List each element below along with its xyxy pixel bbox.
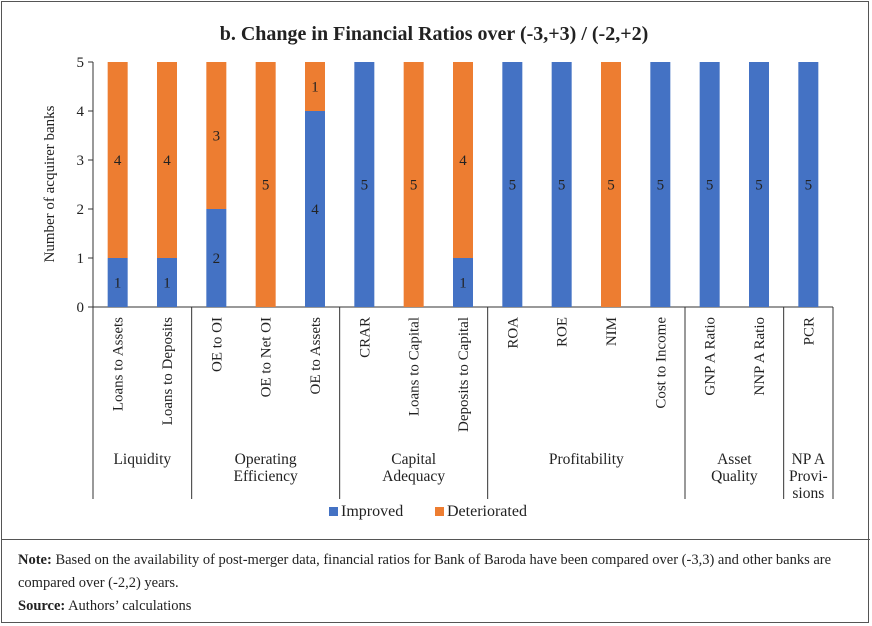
data-label-improved: 5 <box>657 178 665 194</box>
data-label-deteriorated: 4 <box>163 153 171 169</box>
category-label: ROA <box>505 317 521 349</box>
source-line: Source: Authors’ calculations <box>18 595 858 618</box>
bar-improved <box>453 258 473 307</box>
y-axis-label: Number of acquirer banks <box>42 105 58 262</box>
bar-improved <box>157 258 177 307</box>
data-label-deteriorated: 5 <box>607 178 615 194</box>
y-tick-label: 5 <box>77 55 85 71</box>
category-label: Loans to Deposits <box>160 317 176 425</box>
legend-label-deteriorated: Deteriorated <box>447 503 527 520</box>
bar-improved <box>305 111 325 307</box>
note-line: Note: Based on the availability of post-… <box>18 549 858 595</box>
data-label-improved: 5 <box>558 178 566 194</box>
bar-improved <box>749 62 769 307</box>
group-label: Capital <box>391 451 436 468</box>
figure-notes: Note: Based on the availability of post-… <box>18 549 858 618</box>
category-label: GNP A Ratio <box>703 317 719 396</box>
legend: Improved Deteriorated <box>329 503 527 520</box>
bar-improved <box>354 62 375 307</box>
group-label: Profitability <box>549 451 624 468</box>
data-label-improved: 4 <box>311 202 319 218</box>
bar-deteriorated <box>255 62 276 307</box>
bar-improved <box>502 62 523 307</box>
legend-swatch-deteriorated <box>435 507 444 516</box>
category-label: OE to Net OI <box>259 317 275 397</box>
category-label: Cost to Income <box>653 317 669 409</box>
category-label: ROE <box>555 317 571 347</box>
group-label: sions <box>792 485 824 502</box>
data-label-deteriorated: 5 <box>410 178 418 194</box>
data-label-deteriorated: 3 <box>213 129 221 145</box>
bar-deteriorated <box>305 62 325 111</box>
legend-label-improved: Improved <box>341 503 403 520</box>
data-label-improved: 5 <box>755 178 763 194</box>
note-label: Note: <box>18 552 52 568</box>
y-tick-label: 1 <box>77 251 85 267</box>
data-label-improved: 5 <box>805 178 813 194</box>
y-tick-label: 4 <box>77 104 85 120</box>
plot-area: 0 1 2 3 4 5 1 4 Loans to Assets 1 4 Loans to Deposi… <box>77 55 834 502</box>
bar-improved <box>206 209 227 307</box>
bar-deteriorated <box>601 62 621 307</box>
data-label-improved: 5 <box>509 178 517 194</box>
category-label: OE to Assets <box>308 317 324 395</box>
data-label-deteriorated: 4 <box>114 153 122 169</box>
bar-improved <box>551 62 572 307</box>
category-label: NIM <box>604 317 620 346</box>
bar-improved <box>650 62 671 307</box>
group-label: Adequacy <box>382 468 445 485</box>
data-label-improved: 1 <box>114 276 122 292</box>
chart-title: b. Change in Financial Ratios over (-3,+… <box>220 23 649 45</box>
stacked-bar-chart: b. Change in Financial Ratios over (-3,+… <box>42 23 834 520</box>
y-tick-label: 0 <box>77 300 85 316</box>
group-label: Asset <box>717 451 752 468</box>
data-label-deteriorated: 5 <box>262 178 270 194</box>
bar-deteriorated <box>403 62 424 307</box>
y-tick-label: 2 <box>77 202 85 218</box>
source-label: Source: <box>18 598 66 614</box>
group-label: NP A <box>792 451 826 468</box>
chart-panel: b. Change in Financial Ratios over (-3,+… <box>2 2 870 540</box>
group-label: Provi- <box>789 468 828 485</box>
group-label: Liquidity <box>113 451 171 468</box>
bar-deteriorated <box>453 62 473 258</box>
group-label: Operating <box>235 451 297 468</box>
category-label: CRAR <box>357 317 373 358</box>
data-label-improved: 2 <box>213 251 221 267</box>
note-text: Based on the availability of post-merger… <box>18 552 832 591</box>
bar-deteriorated <box>107 62 128 258</box>
data-label-deteriorated: 4 <box>459 153 467 169</box>
source-text: Authors’ calculations <box>65 598 192 614</box>
category-label: OE to OI <box>209 317 225 372</box>
category-label: Deposits to Capital <box>456 317 472 432</box>
y-tick-label: 3 <box>77 153 85 169</box>
legend-swatch-improved <box>329 507 338 516</box>
data-label-improved: 1 <box>459 276 467 292</box>
category-label: Loans to Assets <box>111 317 127 411</box>
bar-improved <box>699 62 720 307</box>
bar-deteriorated <box>157 62 177 258</box>
bar-improved <box>798 62 819 307</box>
data-label-improved: 5 <box>361 178 369 194</box>
category-label: PCR <box>801 317 817 345</box>
data-label-deteriorated: 1 <box>311 80 319 96</box>
data-label-improved: 1 <box>163 276 171 292</box>
group-label: Quality <box>711 468 758 485</box>
category-label: Loans to Capital <box>407 317 423 416</box>
bar-deteriorated <box>206 62 227 209</box>
category-label: NNP A Ratio <box>752 317 768 396</box>
group-label: Efficiency <box>234 468 299 485</box>
bar-improved <box>107 258 128 307</box>
data-label-improved: 5 <box>706 178 714 194</box>
